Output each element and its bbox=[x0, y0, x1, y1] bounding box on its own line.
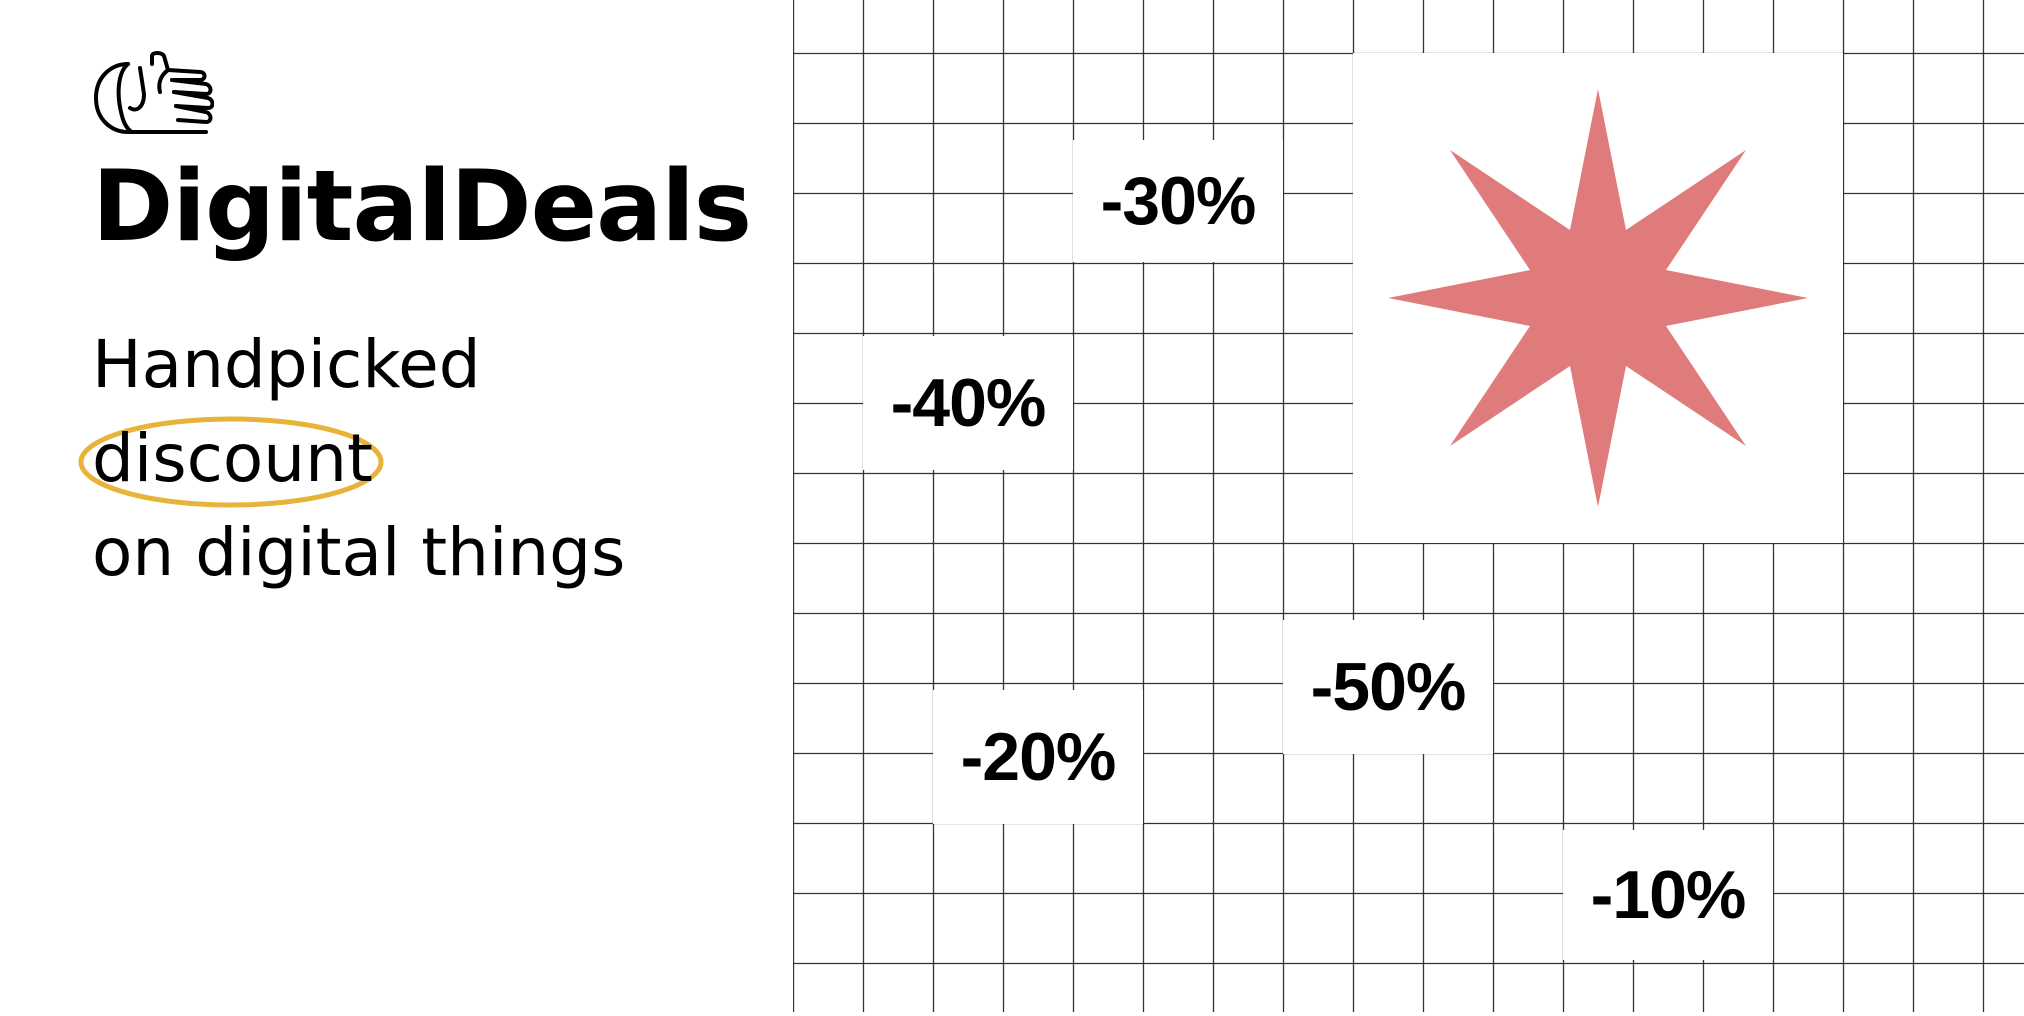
tagline: Handpicked discount on digital things bbox=[78, 318, 626, 600]
star-panel bbox=[1353, 53, 1843, 543]
discount-label-20: -20% bbox=[933, 690, 1143, 824]
tagline-line-2: discount bbox=[92, 420, 373, 497]
discount-label-30: -30% bbox=[1073, 140, 1283, 262]
eight-point-star-icon bbox=[1388, 89, 1808, 507]
highlight-ellipse-icon bbox=[78, 416, 384, 508]
discount-label-10: -10% bbox=[1563, 830, 1773, 960]
grid-background: -30% -40% -50% -20% -10% bbox=[792, 0, 2024, 1016]
thumbs-up-hand-icon bbox=[94, 51, 214, 134]
brand-title: DigitalDeals bbox=[92, 150, 752, 264]
discount-label-50: -50% bbox=[1283, 620, 1493, 754]
highlighted-word-wrapper: discount bbox=[78, 412, 384, 508]
tagline-line-1: Handpicked bbox=[92, 326, 481, 403]
discount-label-40: -40% bbox=[863, 336, 1073, 470]
tagline-line-3: on digital things bbox=[92, 514, 626, 591]
